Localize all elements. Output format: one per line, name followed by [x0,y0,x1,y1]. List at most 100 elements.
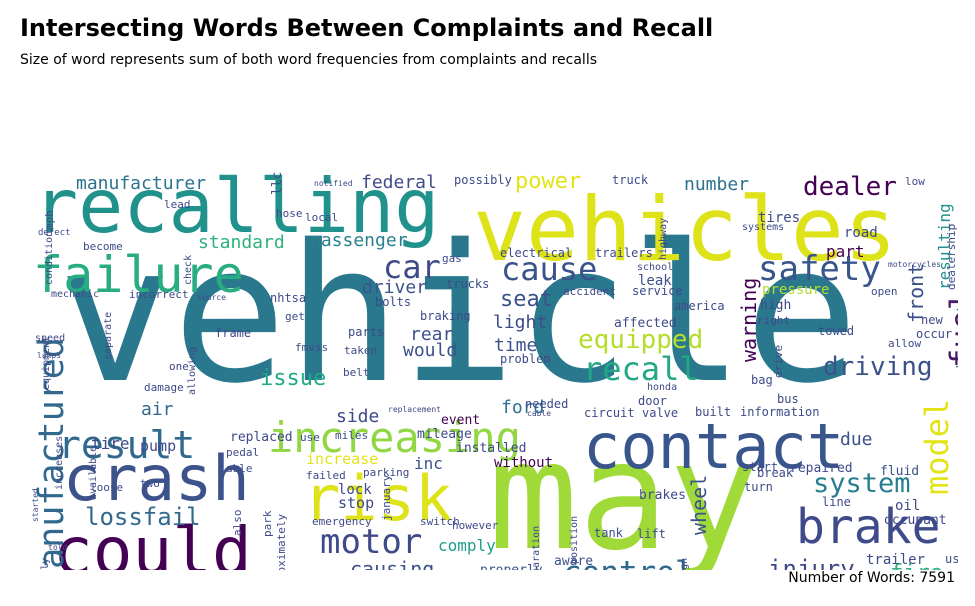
word-seat: seat [500,287,553,312]
word-issue: issue [260,366,326,391]
word-taken: taken [344,344,377,357]
word-dealer: dealer [803,172,897,202]
word-right: right [757,314,790,327]
word-cable: cable [527,409,551,418]
word-brakes: brakes [639,488,686,503]
word-equipped: equipped [578,325,703,355]
word-cause: cause [501,250,597,288]
word-break: break [757,466,794,480]
word-fluid: fluid [880,464,919,479]
word-bag: bag [751,373,773,387]
word-bus: bus [777,392,799,406]
word-towed: towed [818,324,854,338]
word-without: without [494,455,553,471]
word-brake: brake [796,499,941,555]
word-check: check [183,255,194,285]
word-told: told [48,543,67,552]
word-drive: drive [772,345,785,378]
word-loose: loose [90,481,123,494]
word-time: time [494,335,537,356]
word-driver: driver [362,277,427,298]
word-federal: federal [361,172,437,193]
word-safety: safety [758,249,881,289]
word-failure: failure [33,246,244,304]
word-occur: occur [916,327,952,341]
word-new: new [921,313,943,327]
word-available: available [88,446,99,500]
word-recall: recall [583,350,699,388]
word-illuminated: illuminated [957,426,958,499]
word-improperly: improperly [40,558,51,570]
word-car: car [383,248,441,286]
word-allowing: allowing [187,347,198,395]
word-increase: increase [306,450,378,468]
word-school: school [637,262,673,273]
word-failed: failed [306,469,346,482]
word-would: would [403,340,457,361]
word-lift: lift [637,527,666,541]
word-needed: needed [525,397,568,411]
word-circuit: circuit [584,406,635,420]
word-standard: standard [198,232,285,253]
word-causing: causing [350,557,434,570]
word-notified: notified [314,179,353,188]
word-affected: affected [614,316,677,331]
word-could: could [53,513,252,570]
word-door: door [638,394,667,408]
word-manufacturer: manufacturer [76,173,206,194]
word-damage: damage [144,381,184,394]
word-increases: increases [54,436,65,490]
word-certain: certain [128,557,507,570]
chart-title: Intersecting Words Between Complaints an… [20,14,714,42]
word-dealership: dealership [945,224,958,290]
word-incorrect: incorrect [129,288,189,301]
word-two: two [140,477,160,490]
word-hose: hose [276,207,303,220]
word-pressure: pressure [762,282,829,298]
word-injury: injury [768,555,855,570]
word-passenger: passenger [310,230,408,251]
word-trailer: trailer [866,552,925,568]
word-may: may [488,410,759,570]
word-also: also [231,510,244,537]
chart-subtitle: Size of word represents sum of both word… [20,52,598,68]
word-warning: warning [737,278,761,362]
word-llc: llc [270,172,285,195]
word-comply: comply [438,536,496,555]
word-one: one [169,360,189,373]
word-cloud: vehiclemaycertainvehiclesrecallingcouldc… [18,80,958,570]
word-vehicle: vehicle [58,204,859,425]
word-cloud-svg: vehiclemaycertainvehiclesrecallingcouldc… [31,162,958,570]
word-tank: tank [594,526,624,540]
word-inc: inc [414,454,443,473]
word-ford: ford [501,397,544,418]
word-equipment: equipment [41,336,52,390]
word-requirements: requirements [953,294,958,410]
word-rear: rear [410,324,454,345]
word-pedal: pedal [226,446,259,459]
word-honda: honda [647,382,677,393]
word-recalling: recalling [33,162,439,250]
word-campaign: campaign [679,558,690,570]
word-bolts: bolts [375,295,411,309]
word-motorcycles: motorcycles [888,260,941,269]
word-belt: belt [343,366,370,379]
word-started: started [31,488,40,522]
word-service: service [632,284,683,298]
word-accident: accident [563,285,616,298]
word-power: power [515,169,581,194]
word-position: position [569,516,580,564]
word-model: model [918,399,956,495]
word-fmvss: fmvss [295,341,328,354]
word-driving: driving [823,352,933,382]
word-gas: gas [442,252,462,265]
word-result: result [58,423,195,467]
word-description: description [957,227,958,300]
word-park: park [261,510,274,537]
word-however: however [452,519,499,532]
word-valve: valve [642,406,678,420]
word-truck: truck [612,173,649,187]
word-open: open [871,285,898,298]
word-line: line [822,495,851,509]
word-problem: problem [500,352,551,366]
